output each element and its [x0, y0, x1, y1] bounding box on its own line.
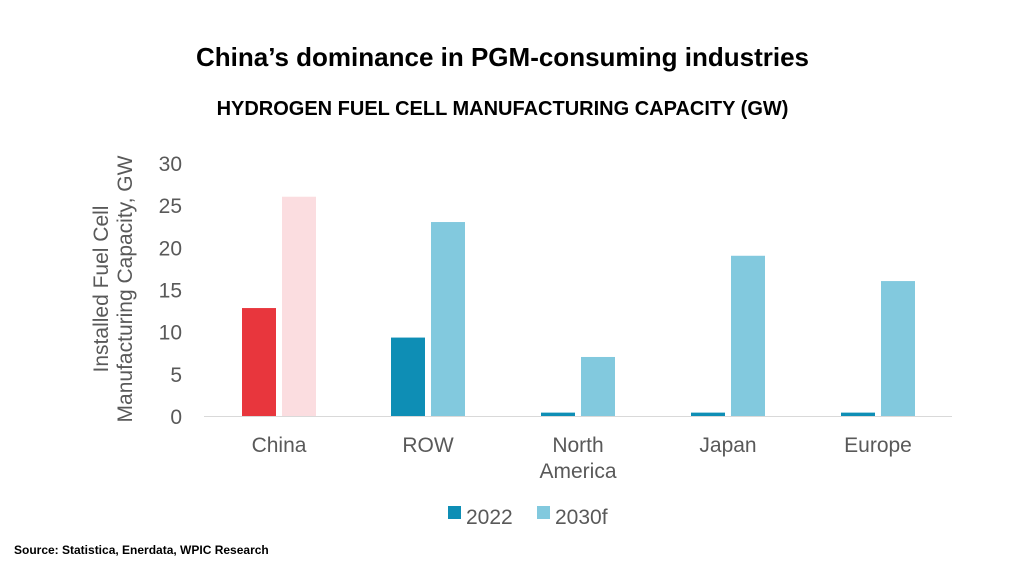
- x-tick-label-line: America: [539, 460, 616, 483]
- bar-2022-china: [242, 308, 276, 416]
- bar-2022-north-america: [541, 412, 575, 416]
- x-tick-label-line: China: [252, 434, 307, 457]
- y-tick-label: 10: [159, 322, 182, 345]
- y-axis-title-line: Manufacturing Capacity, GW: [114, 155, 137, 422]
- y-tick-label: 0: [170, 406, 182, 429]
- x-tick-label: Japan: [699, 434, 756, 457]
- y-tick-label: 15: [159, 280, 182, 303]
- y-tick-label: 30: [159, 153, 182, 176]
- y-tick-label: 20: [159, 237, 182, 260]
- legend-swatch-2022: [448, 506, 461, 519]
- bar-2030f-japan: [731, 255, 765, 416]
- bar-2022-row: [391, 337, 425, 416]
- x-tick-label-line: ROW: [402, 434, 454, 457]
- bar-2022-europe: [841, 412, 875, 416]
- x-tick-label: North America: [539, 434, 616, 483]
- bar-2030f-north-america: [581, 356, 615, 416]
- x-tick-label: ROW: [402, 434, 454, 457]
- legend-label-2030f: 2030f: [555, 506, 608, 529]
- chart-subtitle: HYDROGEN FUEL CELL MANUFACTURING CAPACIT…: [216, 98, 789, 120]
- y-axis-title: Installed Fuel CellManufacturing Capacit…: [90, 155, 137, 422]
- x-tick-label-line: Europe: [844, 434, 912, 457]
- y-axis-title-line: Installed Fuel Cell: [90, 206, 113, 373]
- y-tick-label: 25: [159, 195, 182, 218]
- bar-2022-japan: [691, 412, 725, 416]
- bar-2030f-row: [431, 222, 465, 416]
- chart-title: China’s dominance in PGM-consuming indus…: [196, 42, 809, 72]
- x-tick-label-line: Japan: [699, 434, 756, 457]
- y-tick-label: 5: [170, 364, 182, 387]
- source-note: Source: Statistica, Enerdata, WPIC Resea…: [14, 543, 269, 557]
- x-tick-label-line: North: [552, 434, 603, 457]
- x-tick-label: Europe: [844, 434, 912, 457]
- bar-2030f-china: [282, 196, 316, 416]
- bar-2030f-europe: [881, 281, 915, 416]
- x-tick-label: China: [252, 434, 307, 457]
- legend-label-2022: 2022: [466, 506, 513, 529]
- legend-swatch-2030f: [537, 506, 550, 519]
